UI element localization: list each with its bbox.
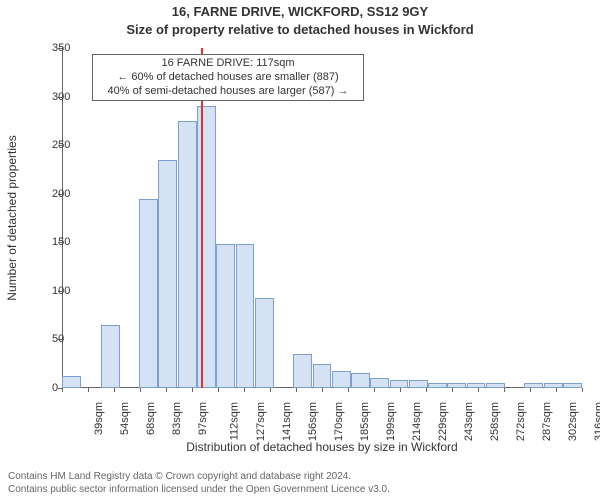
x-tick-label: 272sqm xyxy=(515,402,527,441)
histogram-bar xyxy=(351,373,370,388)
histogram-bar xyxy=(390,380,409,388)
title-line-1: 16, FARNE DRIVE, WICKFORD, SS12 9GY xyxy=(172,4,428,19)
x-tick-label: 229sqm xyxy=(437,402,449,441)
x-tick-label: 83sqm xyxy=(171,402,183,435)
histogram-bar xyxy=(428,383,447,388)
histogram-bar xyxy=(563,383,582,388)
y-tick-label: 150 xyxy=(52,236,54,248)
histogram-bar xyxy=(158,160,177,388)
footer-line-2: Contains public sector information licen… xyxy=(8,484,390,497)
x-tick-label: 243sqm xyxy=(463,402,475,441)
histogram-bar xyxy=(101,325,120,388)
chart-container: 16, FARNE DRIVE, WICKFORD, SS12 9GY Size… xyxy=(0,0,600,500)
x-tick-label: 127sqm xyxy=(255,402,267,441)
y-tick-label: 100 xyxy=(52,285,54,297)
x-tick-label: 54sqm xyxy=(119,402,131,435)
histogram-bar xyxy=(524,383,543,388)
x-tick-label: 316sqm xyxy=(593,402,600,441)
x-tick-label: 199sqm xyxy=(385,402,397,441)
x-tick-label: 68sqm xyxy=(145,402,157,435)
y-axis-label: Number of detached properties xyxy=(5,135,19,300)
y-axis-label-text: Number of detached properties xyxy=(5,135,19,300)
histogram-bar xyxy=(216,244,235,388)
annotation-line-3: 40% of semi-detached houses are larger (… xyxy=(97,85,359,99)
histogram-bar xyxy=(409,380,428,388)
annotation-line-1: 16 FARNE DRIVE: 117sqm xyxy=(97,57,359,71)
y-tick-label: 250 xyxy=(52,139,54,151)
page-subtitle: Size of property relative to detached ho… xyxy=(0,22,600,37)
x-tick-label: 258sqm xyxy=(489,402,501,441)
x-tick-label: 112sqm xyxy=(228,402,240,440)
x-tick-label: 97sqm xyxy=(197,402,209,435)
histogram-bar xyxy=(447,383,466,388)
page-title: 16, FARNE DRIVE, WICKFORD, SS12 9GY xyxy=(0,4,600,19)
x-tick-label: 156sqm xyxy=(307,402,319,441)
annotation-box: 16 FARNE DRIVE: 117sqm ← 60% of detached… xyxy=(92,54,364,101)
footer-line-1: Contains HM Land Registry data © Crown c… xyxy=(8,471,390,484)
y-tick-label: 200 xyxy=(52,188,54,200)
histogram-bar xyxy=(139,199,158,388)
y-tick-label: 0 xyxy=(52,382,54,394)
y-tick-label: 50 xyxy=(52,333,54,345)
x-tick-label: 302sqm xyxy=(567,402,579,441)
histogram-bar xyxy=(293,354,312,388)
x-axis-label: Distribution of detached houses by size … xyxy=(62,440,582,454)
footer: Contains HM Land Registry data © Crown c… xyxy=(8,471,390,496)
y-tick-label: 300 xyxy=(52,91,54,103)
x-tick-label: 214sqm xyxy=(411,402,423,441)
x-tick-label: 141sqm xyxy=(281,402,293,441)
histogram-bar xyxy=(197,106,216,388)
histogram-bar xyxy=(332,371,351,388)
histogram-bar xyxy=(236,244,255,388)
title-line-2: Size of property relative to detached ho… xyxy=(126,22,473,37)
x-tick-label: 287sqm xyxy=(541,402,553,441)
x-tick-label: 185sqm xyxy=(359,402,371,441)
x-tick-label: 170sqm xyxy=(333,402,345,441)
x-tick-label: 39sqm xyxy=(93,402,105,435)
histogram-bar xyxy=(467,383,486,388)
histogram-bar xyxy=(486,383,505,388)
histogram-bar xyxy=(178,121,197,388)
histogram-bar xyxy=(255,298,274,388)
y-tick-label: 350 xyxy=(52,42,54,54)
histogram-bar xyxy=(370,378,389,388)
annotation-line-2: ← 60% of detached houses are smaller (88… xyxy=(97,71,359,85)
histogram-bar xyxy=(313,364,332,388)
x-axis-label-text: Distribution of detached houses by size … xyxy=(186,440,457,454)
histogram-bar xyxy=(544,383,563,388)
histogram-bar xyxy=(62,376,81,388)
